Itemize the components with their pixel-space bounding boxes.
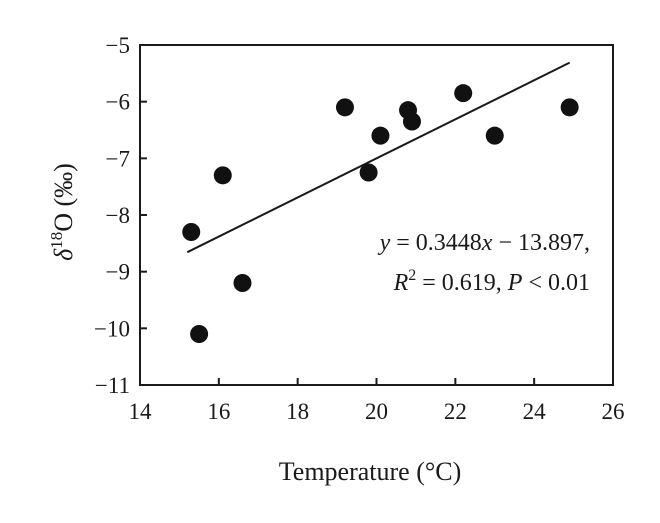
x-tick-label: 16 (207, 399, 230, 424)
x-tick-label: 20 (365, 399, 388, 424)
equation-r-value: = 0.619, (416, 270, 508, 296)
plot-frame (139, 44, 614, 386)
equation-p-value: < 0.01 (522, 270, 590, 296)
y-tick-label: −11 (95, 373, 130, 398)
equation-r: R (393, 270, 409, 296)
trendline-group (186, 61, 571, 254)
data-point (182, 223, 201, 241)
y-tick-label: −5 (106, 33, 130, 58)
x-tick-label: 24 (523, 399, 547, 424)
data-point (213, 166, 232, 185)
data-point (454, 84, 473, 103)
x-tick-label: 18 (286, 399, 309, 424)
equation-line-1: y = 0.3448x − 13.897, (378, 230, 590, 256)
data-points (182, 84, 579, 343)
equation-r-superscript: 2 (408, 267, 416, 284)
axes (139, 44, 614, 386)
y-axis-title-superscript: 18 (47, 232, 66, 249)
equation-y: y (378, 230, 391, 256)
y-tick-label: −10 (94, 316, 130, 341)
y-tick-label: −6 (106, 90, 130, 115)
data-point (485, 126, 504, 145)
x-tick-label: 26 (602, 399, 625, 424)
y-tick-label: −9 (106, 260, 130, 285)
trendline (186, 61, 571, 254)
equation-x: x (481, 230, 493, 256)
data-point (190, 325, 209, 343)
data-point (233, 274, 252, 292)
y-tick-label: −7 (106, 146, 130, 171)
equation-intercept: − 13.897, (492, 230, 590, 256)
data-point (335, 98, 354, 117)
y-axis-title: δ18O (‰) (47, 163, 78, 261)
data-point (359, 163, 378, 182)
ticks: 14 16 18 20 22 24 26 −5 −6 −7 −8 −9 −10 −11 (94, 33, 624, 424)
data-point (402, 112, 421, 131)
y-tick-label: −8 (106, 203, 130, 228)
x-axis-title: Temperature (°C) (279, 457, 462, 486)
equation-slope: = 0.3448 (390, 230, 482, 256)
y-axis-title-symbol: δ (49, 248, 78, 261)
equation-p: P (507, 270, 523, 296)
y-axis-title-rest: O (‰) (49, 163, 78, 232)
equation-line-2: R2 = 0.619, P < 0.01 (393, 267, 590, 296)
data-point (560, 98, 579, 117)
x-tick-label: 22 (444, 399, 467, 424)
data-point (371, 126, 390, 145)
x-tick-label: 14 (129, 399, 153, 424)
